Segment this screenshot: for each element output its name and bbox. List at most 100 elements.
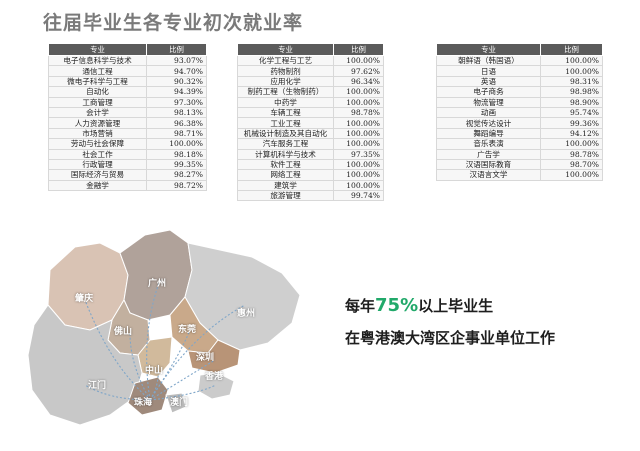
table-row: 汉语言文学 100.00%	[436, 169, 603, 181]
major-name-cell: 微电子科学与工程	[48, 75, 147, 88]
major-name-cell: 金融学	[48, 179, 147, 192]
major-name-cell: 汉语言文学	[436, 169, 541, 181]
table-row: 金融学 98.72%	[48, 179, 207, 192]
employment-rate-cell: 99.36%	[540, 117, 603, 129]
table-row: 舞蹈编导 94.12%	[436, 127, 603, 140]
major-name-cell: 社会工作	[48, 148, 147, 160]
employment-rate-cell: 98.90%	[540, 96, 603, 108]
major-name-cell: 车辆工程	[237, 106, 334, 119]
employment-rate-cell: 90.32%	[146, 75, 207, 88]
major-name-cell: 广告学	[436, 148, 541, 160]
slogan-percentage: 75%	[375, 295, 419, 316]
employment-rate-cell: 95.74%	[540, 106, 603, 119]
major-name-cell: 药物制剂	[237, 65, 334, 77]
employment-table-3: 专业 比例 朝鲜语（韩国语） 100.00% 日语 100.00% 英语 98.31% 电子…	[436, 43, 603, 181]
employment-rate-cell: 94.70%	[146, 65, 207, 77]
major-name-cell: 日语	[436, 65, 541, 77]
table-row: 电子信息科学与技术 93.07%	[48, 54, 207, 67]
city-label-guangzhou: 广州	[148, 279, 167, 289]
route-line	[149, 329, 191, 401]
page-title: 往届毕业生各专业初次就业率	[43, 12, 304, 34]
employment-rate-cell: 98.18%	[146, 148, 207, 160]
major-name-cell: 英语	[436, 75, 541, 88]
city-label-huizhou: 惠州	[237, 309, 256, 319]
employment-rate-cell: 98.72%	[146, 179, 207, 192]
major-name-cell: 劳动与社会保障	[48, 138, 147, 150]
city-label-zhaoqing: 肇庆	[75, 294, 94, 304]
employment-table-2: 专业 比例 化学工程与工艺 100.00% 药物制剂 97.62% 应用化学 96.34%…	[237, 43, 384, 202]
slogan-prefix: 每年	[345, 297, 376, 315]
slogan-line-1: 每年75%以上毕业生	[345, 295, 493, 316]
major-name-cell: 工业工程	[237, 117, 334, 129]
table-row: 机械设计制造及其自动化 100.00%	[237, 127, 384, 140]
employment-rate-cell: 98.70%	[540, 158, 603, 171]
major-name-cell: 机械设计制造及其自动化	[237, 127, 334, 140]
table-row: 英语 98.31%	[436, 75, 603, 88]
employment-rate-cell: 100.00%	[333, 127, 384, 140]
table-row: 电子商务 98.98%	[436, 86, 603, 98]
employment-rate-cell: 98.31%	[540, 75, 603, 88]
route-line	[149, 359, 216, 401]
major-name-cell: 通信工程	[48, 65, 147, 77]
employment-rate-cell: 98.27%	[146, 169, 207, 181]
employment-rate-cell: 100.00%	[540, 54, 603, 67]
employment-rate-cell: 100.00%	[333, 169, 384, 181]
column-header-rate: 比例	[540, 43, 603, 56]
major-name-cell: 中药学	[237, 96, 334, 108]
major-name-cell: 国际经济与贸易	[48, 169, 147, 181]
employment-rate-cell: 100.00%	[333, 96, 384, 108]
region-macau	[165, 392, 187, 414]
table-row: 视觉传达设计 99.36%	[436, 117, 603, 129]
city-label-zhongshan: 中山	[145, 366, 164, 376]
slogan-line-2: 在粤港澳大湾区企事业单位工作	[345, 329, 556, 347]
major-name-cell: 建筑学	[237, 179, 334, 192]
table-row: 软件工程 100.00%	[237, 158, 384, 171]
major-name-cell: 舞蹈编导	[436, 127, 541, 140]
employment-rate-cell: 100.00%	[333, 54, 384, 67]
employment-rate-cell: 98.98%	[540, 86, 603, 98]
city-label-macau: 澳门	[170, 398, 189, 408]
employment-rate-cell: 98.13%	[146, 106, 207, 119]
employment-rate-cell: 97.30%	[146, 96, 207, 108]
table-row: 应用化学 96.34%	[237, 75, 384, 88]
city-label-zhuhai: 珠海	[134, 398, 153, 408]
table-row: 广告学 98.78%	[436, 148, 603, 160]
table-row: 行政管理 99.35%	[48, 158, 207, 171]
table-row: 动画 95.74%	[436, 106, 603, 119]
table-row: 日语 100.00%	[436, 65, 603, 77]
employment-rate-cell: 100.00%	[333, 86, 384, 98]
column-header-major: 专业	[436, 43, 541, 56]
column-header-rate: 比例	[333, 43, 384, 56]
employment-rate-cell: 100.00%	[333, 138, 384, 150]
table-row: 汉语国际教育 98.70%	[436, 158, 603, 171]
city-label-hongkong: 香港	[205, 372, 224, 382]
employment-rate-cell: 98.78%	[540, 148, 603, 160]
major-name-cell: 汽车服务工程	[237, 138, 334, 150]
employment-rate-cell: 100.00%	[540, 138, 603, 150]
table-row: 国际经济与贸易 98.27%	[48, 169, 207, 181]
table-row: 音乐表演 100.00%	[436, 138, 603, 150]
table-row: 建筑学 100.00%	[237, 179, 384, 192]
major-name-cell: 汉语国际教育	[436, 158, 541, 171]
employment-rate-cell: 100.00%	[333, 117, 384, 129]
table-row: 朝鲜语（韩国语） 100.00%	[436, 54, 603, 67]
major-name-cell: 物流管理	[436, 96, 541, 108]
table-row: 自动化 94.39%	[48, 86, 207, 98]
table-row: 车辆工程 98.78%	[237, 106, 384, 119]
table-row: 工业工程 100.00%	[237, 117, 384, 129]
major-name-cell: 网络工程	[237, 169, 334, 181]
major-name-cell: 电子信息科学与技术	[48, 54, 147, 67]
employment-table-1: 专业 比例 电子信息科学与技术 93.07% 通信工程 94.70% 微电子科学与工程 9…	[48, 43, 207, 192]
employment-rate-cell: 94.39%	[146, 86, 207, 98]
table-row: 社会工作 98.18%	[48, 148, 207, 160]
major-name-cell: 市场营销	[48, 127, 147, 140]
route-line	[84, 299, 151, 401]
slogan-suffix: 以上毕业生	[418, 297, 494, 315]
table-row: 人力资源管理 96.38%	[48, 117, 207, 129]
route-line	[129, 332, 151, 401]
column-header-major: 专业	[237, 43, 334, 56]
table-row: 工商管理 97.30%	[48, 96, 207, 108]
major-name-cell: 化学工程与工艺	[237, 54, 334, 67]
table-row: 药物制剂 97.62%	[237, 65, 384, 77]
greater-bay-area-map	[27, 229, 301, 426]
